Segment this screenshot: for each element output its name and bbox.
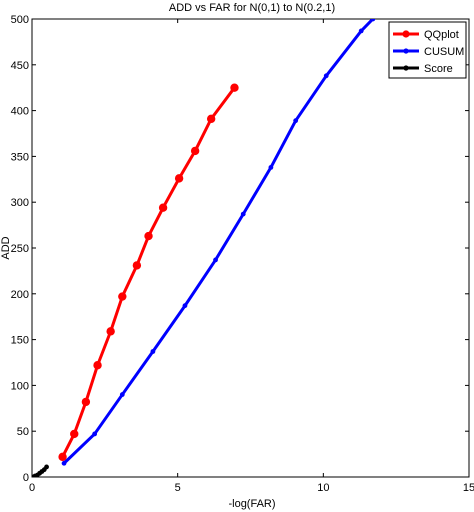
data-point: [370, 19, 376, 22]
data-point: [70, 429, 79, 439]
legend-entry-score: Score: [393, 63, 453, 75]
x-axis: 0 5 10 15: [29, 19, 474, 494]
chart-title: ADD vs FAR for N(0,1) to N(0.2,1): [169, 2, 335, 14]
y-axis-label: ADD: [0, 236, 12, 259]
y-tick-label: 50: [17, 426, 29, 438]
legend-label: QQplot: [424, 29, 459, 41]
x-tick-label: 0: [29, 482, 35, 494]
legend-swatch-marker: [403, 48, 409, 54]
legend: QQplot CUSUM Score: [388, 21, 467, 79]
data-point: [106, 327, 115, 336]
y-tick-label: 500: [11, 14, 29, 26]
data-point: [358, 28, 364, 34]
legend-label: Score: [424, 63, 453, 75]
y-tick-label: 200: [11, 289, 29, 301]
data-point: [158, 203, 168, 212]
y-tick-label: 250: [11, 243, 29, 255]
data-point: [174, 174, 184, 183]
y-tick-label: 100: [11, 380, 29, 392]
data-point: [293, 118, 299, 124]
data-point: [268, 164, 274, 170]
data-point: [44, 464, 49, 470]
x-tick-label: 10: [317, 482, 329, 494]
y-tick-label: 0: [23, 472, 29, 484]
data-point: [92, 431, 98, 437]
data-point: [213, 257, 218, 263]
data-point: [58, 452, 67, 462]
data-point: [61, 460, 67, 466]
data-point: [190, 146, 200, 156]
data-point: [93, 361, 102, 370]
data-point: [150, 349, 156, 354]
data-point: [323, 73, 329, 79]
data-point: [240, 211, 246, 217]
series-cusum: [61, 19, 376, 466]
data-point: [118, 292, 127, 301]
legend-swatch-marker: [402, 30, 410, 38]
data-point: [206, 114, 216, 124]
series-qqplot: [58, 83, 239, 462]
legend-entry-cusum: CUSUM: [393, 46, 464, 58]
x-tick-label: 15: [463, 482, 474, 494]
legend-entry-qqplot: QQplot: [393, 29, 459, 41]
data-point: [119, 392, 125, 397]
series-score: [32, 464, 49, 477]
data-point: [81, 397, 91, 407]
data-point: [182, 303, 188, 309]
y-tick-label: 150: [11, 335, 29, 347]
y-tick-label: 300: [11, 197, 29, 209]
data-point: [230, 83, 239, 92]
x-axis-label: -log(FAR): [228, 498, 275, 510]
y-tick-label: 350: [11, 151, 29, 163]
y-tick-label: 450: [11, 60, 29, 72]
data-point: [132, 261, 142, 270]
y-axis: 0 50 100 150 200 250 300 350 400 450 500: [11, 14, 469, 484]
x-tick-label: 5: [175, 482, 181, 494]
data-point: [144, 231, 153, 241]
legend-label: CUSUM: [424, 46, 464, 58]
y-tick-label: 400: [11, 106, 29, 118]
legend-swatch-marker: [403, 65, 409, 71]
series-line: [63, 19, 374, 465]
series-layer: [32, 19, 376, 477]
